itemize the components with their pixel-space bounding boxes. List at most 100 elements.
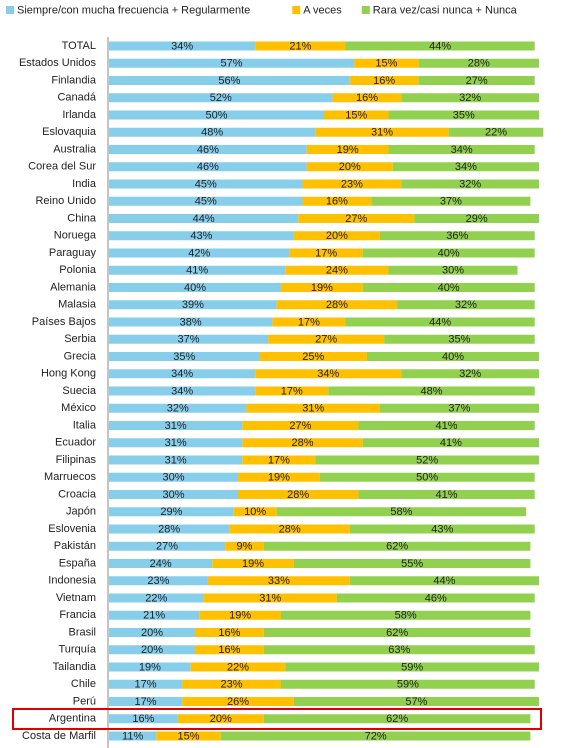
data-label: 50% xyxy=(416,472,438,484)
bar-segment xyxy=(285,265,389,275)
data-label: 43% xyxy=(431,523,453,535)
bar-segment xyxy=(276,300,398,310)
bar-segment xyxy=(418,58,539,68)
y-tick-label: Serbia xyxy=(64,333,97,345)
y-tick-label: Italia xyxy=(73,419,97,431)
y-tick-label: Turquía xyxy=(58,644,96,656)
data-label: 29% xyxy=(466,213,488,225)
bar-segment xyxy=(109,679,183,689)
data-label: 43% xyxy=(190,230,212,242)
y-tick-label: Malasia xyxy=(58,299,97,311)
y-tick-label: India xyxy=(72,178,97,190)
y-tick-label: Corea del Sur xyxy=(28,161,96,173)
y-tick-label: Finlandia xyxy=(51,74,97,86)
data-label: 37% xyxy=(448,403,470,415)
data-label: 41% xyxy=(436,420,458,432)
bar-segment xyxy=(289,248,363,258)
data-label: 46% xyxy=(197,161,219,173)
bar-segment xyxy=(268,334,385,344)
data-label: 40% xyxy=(438,282,460,294)
data-label: 25% xyxy=(302,351,324,363)
bar-segment xyxy=(207,576,350,586)
y-tick-label: Pakistán xyxy=(54,540,96,552)
bar-segment xyxy=(263,645,535,655)
bar-segment xyxy=(109,179,303,189)
data-label: 16% xyxy=(218,644,240,656)
data-label: 34% xyxy=(171,385,193,397)
data-label: 55% xyxy=(401,558,423,570)
y-tick-label: Tailandia xyxy=(53,661,97,673)
bar-segment xyxy=(238,472,320,482)
data-label: 50% xyxy=(205,109,227,121)
bar-segment xyxy=(332,93,402,103)
bar-segment xyxy=(109,352,260,361)
data-label: 16% xyxy=(132,713,154,725)
data-label: 27% xyxy=(289,420,311,432)
bar-segment xyxy=(388,110,539,120)
bar-segment xyxy=(388,265,518,275)
bar-segment xyxy=(379,403,539,413)
data-label: 16% xyxy=(218,627,240,639)
bar-segment xyxy=(109,541,226,551)
data-label: 40% xyxy=(438,247,460,259)
data-label: 28% xyxy=(291,437,313,449)
bar-segment xyxy=(109,283,281,292)
data-label: 34% xyxy=(455,161,477,173)
bar-segment xyxy=(190,662,286,672)
y-tick-label: Polonia xyxy=(59,264,97,276)
y-tick-label: Filipinas xyxy=(56,454,97,466)
y-tick-label: Vietnam xyxy=(56,592,96,604)
y-tick-label: Costa de Marfil xyxy=(22,730,96,742)
data-label: 15% xyxy=(345,109,367,121)
bar-segment xyxy=(109,697,183,706)
bar-segment xyxy=(388,145,535,154)
data-label: 30% xyxy=(162,472,184,484)
data-label: 20% xyxy=(141,627,163,639)
bar-segment xyxy=(328,386,535,396)
data-label: 28% xyxy=(279,523,301,535)
bar-segment xyxy=(349,524,535,534)
bar-segment xyxy=(263,541,531,551)
legend-label: Rara vez/casi nunca + Nunca xyxy=(373,4,518,16)
data-label: 33% xyxy=(268,575,290,587)
bar-segment xyxy=(263,714,531,724)
data-label: 27% xyxy=(315,334,337,346)
data-label: 40% xyxy=(442,351,464,363)
bar-segment xyxy=(109,248,290,258)
bar-segment xyxy=(349,76,419,85)
bar-segment xyxy=(448,127,544,137)
y-tick-label: Chile xyxy=(71,678,96,690)
data-label: 31% xyxy=(165,437,187,449)
legend-swatch xyxy=(6,6,14,14)
y-tick-label: Croacia xyxy=(58,488,97,500)
y-tick-label: Ecuador xyxy=(55,437,96,449)
data-label: 31% xyxy=(259,592,281,604)
data-label: 30% xyxy=(162,489,184,501)
bar-segment xyxy=(109,317,273,327)
data-label: 29% xyxy=(160,506,182,518)
bar-segment xyxy=(324,110,389,120)
y-tick-label: Irlanda xyxy=(62,109,97,121)
bar-segment xyxy=(109,421,243,430)
data-label: 9% xyxy=(236,541,252,553)
data-label: 22% xyxy=(227,661,249,673)
bar-segment xyxy=(109,93,333,103)
data-label: 52% xyxy=(210,92,232,104)
bar-segment xyxy=(362,248,535,258)
bar-segment xyxy=(315,455,539,465)
bar-segment xyxy=(242,455,316,465)
data-label: 23% xyxy=(341,178,363,190)
y-tick-label: Japón xyxy=(66,506,96,518)
data-label: 44% xyxy=(433,575,455,587)
bar-segment xyxy=(109,369,256,379)
bar-segment xyxy=(401,369,539,379)
data-label: 27% xyxy=(345,213,367,225)
data-label: 22% xyxy=(485,127,507,139)
bar-segment xyxy=(302,179,402,189)
data-label: 45% xyxy=(195,178,217,190)
data-label: 44% xyxy=(429,316,451,328)
bar-segment xyxy=(212,559,294,568)
data-label: 23% xyxy=(221,679,243,691)
y-tick-label: México xyxy=(61,402,96,414)
data-label: 28% xyxy=(287,489,309,501)
